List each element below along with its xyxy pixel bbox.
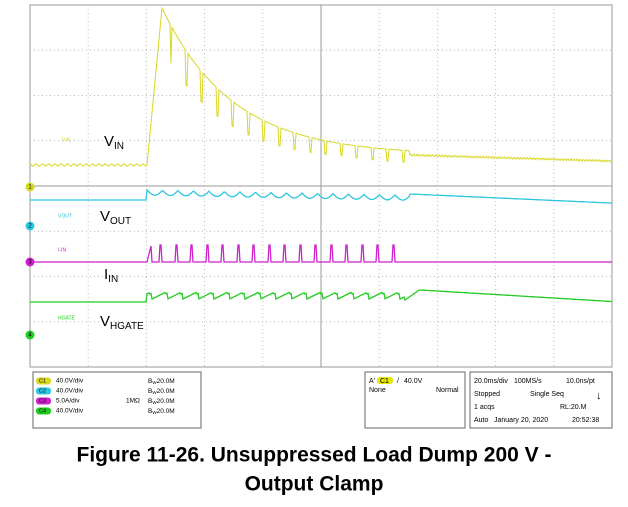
trigger-source: C1 [380,378,389,385]
channel-tag: I-IN [58,247,66,253]
bw-part: B [148,398,152,405]
trace-label: IIN [104,266,118,285]
caption-line: Figure 11-26. Unsuppressed Load Dump 200… [77,444,552,467]
bw-part: B [148,388,152,395]
channel-marker [25,182,35,192]
run-mode: Single Seq [530,391,564,398]
bw-part: W [152,380,157,385]
channel-scale: 40.0V/div [56,408,84,415]
label-sub: IN [114,141,124,152]
label-sub: OUT [110,216,131,227]
channel-bandwidth: BW20.0M [148,408,175,415]
bw-part: W [152,410,157,415]
trace-vout [30,188,613,204]
acq-count: 1 acqs [474,404,495,411]
bw-part: B [148,378,152,385]
channel-bandwidth: BW20.0M [148,378,175,385]
trigger-mode: Normal [436,387,459,394]
trace-iin [30,244,612,263]
resolution: 10.0ns/pt [566,378,595,385]
channel-number: 4 [28,333,32,339]
channel-id: C1 [39,378,46,384]
trigger-coupling: None [369,387,386,394]
acq-state: Stopped [474,391,500,398]
channel-panel [32,371,202,429]
arrow-icon: ↓ [596,390,602,402]
trigger-name: A' [369,378,375,385]
label-sub: IN [108,274,118,285]
channel-marker [25,257,35,267]
channel-scale: 5.0A/div [56,398,80,405]
caption-line: Output Clamp [245,473,384,496]
channel-id: C3 [39,398,46,404]
grid [30,5,612,367]
channel-id: C4 [39,408,46,414]
channel-tag: VIN [62,137,71,143]
channel-badge [36,407,51,415]
bw-part: 20.0M [157,378,175,385]
record-length: RL:20.M [560,404,587,411]
acq-panel [469,371,613,429]
trace-label: VHGATE [100,313,144,332]
bw-part: 20.0M [157,388,175,395]
trace-vin [29,6,613,167]
bw-part: W [152,390,157,395]
trigger-slope: / [397,378,399,385]
label-main: V [100,208,110,225]
channel-marker [25,330,35,340]
channel-marker [25,221,35,231]
label-sub: HGATE [110,321,144,332]
channel-tag: HGATE [58,315,76,321]
channel-number: 1 [28,185,32,191]
bw-part: W [152,400,157,405]
bw-part: 20.0M [157,398,175,405]
channel-badge [36,397,51,405]
trigger-auto: Auto [474,417,489,424]
channel-tag: VOUT [58,213,72,219]
sample-rate: 100MS/s [514,378,542,385]
bw-part: B [148,408,152,415]
label-main: I [104,266,108,283]
trace-label: VOUT [100,208,131,227]
label-main: V [104,133,114,150]
channel-bandwidth: BW20.0M [148,388,175,395]
timebase: 20.0ms/div [474,378,508,385]
trace-hgate [30,289,612,303]
trace-label: VIN [104,133,124,152]
time: 20:52:38 [572,417,599,424]
trigger-level: 40.0V [404,378,423,385]
channel-number: 3 [28,260,32,266]
date: January 20, 2020 [494,417,548,424]
channel-badge [36,377,51,385]
channel-id: C2 [39,388,46,394]
channel-scale: 40.0V/div [56,378,84,385]
channel-number: 2 [28,224,32,230]
label-main: V [100,313,110,330]
channel-impedance: 1MΩ [126,398,140,405]
channel-badge [36,387,51,395]
trigger-badge [377,377,393,384]
channel-scale: 40.0V/div [56,388,84,395]
channel-bandwidth: BW20.0M [148,398,175,405]
bw-part: 20.0M [157,408,175,415]
